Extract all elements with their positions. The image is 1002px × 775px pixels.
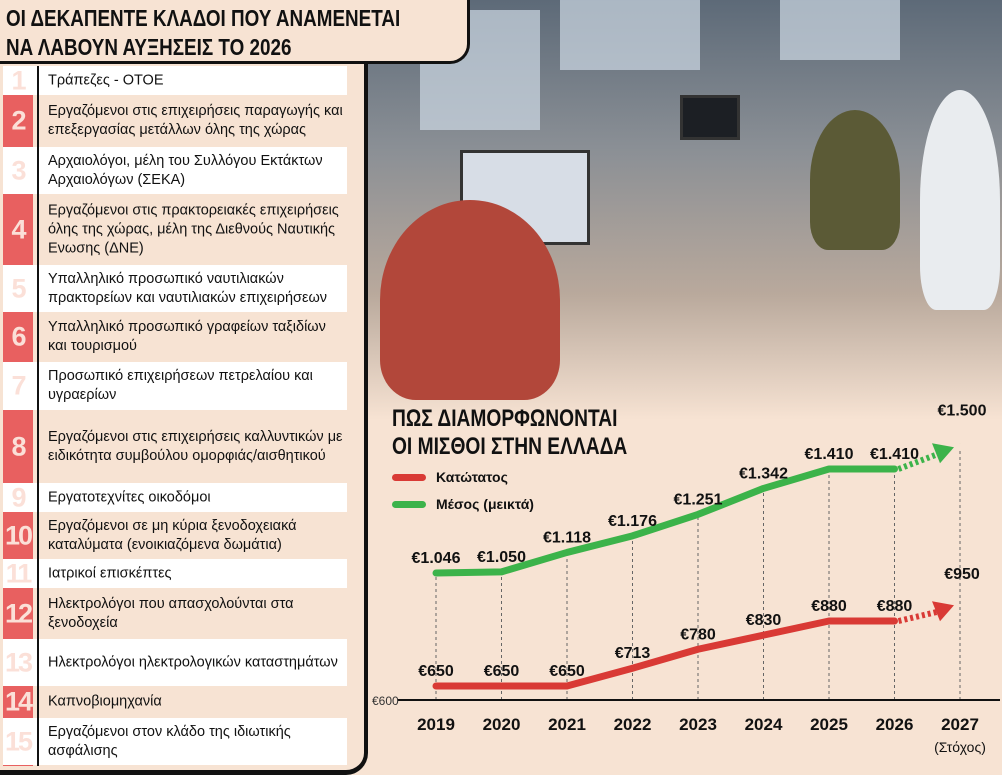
legend-item-minimum: Κατώτατος <box>392 469 508 485</box>
data-label: €1.342 <box>739 465 788 482</box>
series-line-1 <box>432 465 898 577</box>
x-tick-label: 2025 <box>810 715 848 734</box>
data-label: €1.251 <box>674 491 723 508</box>
sector-number: 3 <box>11 155 26 185</box>
sector-text: Ηλεκτρολόγοι ηλεκτρολογικών καταστημάτων <box>48 654 338 670</box>
x-tick-label: 2020 <box>483 715 521 734</box>
projection-line <box>897 608 941 624</box>
sector-number: 13 <box>4 647 33 677</box>
sector-text: Υπαλληλικό προσωπικό γραφείων ταξιδίων κ… <box>48 319 326 354</box>
sector-row: 9 Εργατοτεχνίτες οικοδόμοι <box>3 482 347 512</box>
legend-item-average: Μέσος (μεικτά) <box>392 496 534 512</box>
legend-swatch-red <box>392 473 426 481</box>
data-label: €1.046 <box>412 550 461 567</box>
sector-text: Υπαλληλικό προσωπικό ναυτιλιακών πρακτορ… <box>48 270 328 306</box>
sector-number: 12 <box>4 598 33 628</box>
sector-number: 5 <box>11 273 26 303</box>
main-title-line2: ΝΑ ΛΑΒΟΥΝ ΑΥΞΗΣΕΙΣ ΤΟ 2026 <box>6 34 292 60</box>
x-tick-label: 2024 <box>745 715 783 734</box>
data-label: €1.118 <box>543 529 591 546</box>
sector-row: 14 Καπνοβιομηχανία <box>3 686 347 718</box>
sector-number: 7 <box>11 370 26 401</box>
sector-number: 4 <box>11 214 26 244</box>
data-label: €1.410 <box>870 446 919 463</box>
data-label: €880 <box>877 598 913 615</box>
sector-row: 6 Υπαλληλικό προσωπικό γραφείων ταξιδίων … <box>3 312 347 362</box>
series-line-0 <box>432 617 898 690</box>
sector-text: Ηλεκτρολόγοι που απασχολούνται στα ξενοδ… <box>48 595 294 631</box>
sector-text: Προσωπικό επιχειρήσεων πετρελαίου και υγ… <box>48 368 313 403</box>
data-label: €650 <box>418 663 454 680</box>
sector-text: Καπνοβιομηχανία <box>48 693 162 710</box>
sector-row: 7 Προσωπικό επιχειρήσεων πετρελαίου και υ… <box>3 362 347 410</box>
chart-title-line2: ΟΙ ΜΙΣΘΟΙ ΣΤΗΝ ΕΛΛΑΔΑ <box>392 433 628 460</box>
sector-row: 15 Εργαζόμενοι στον κλάδο της ιδιωτικής α… <box>3 718 347 765</box>
legend-label: Κατώτατος <box>436 469 508 485</box>
sector-number: 9 <box>11 482 26 512</box>
sector-text: Εργαζόμενοι σε μη κύρια ξενοδοχειακά κατ… <box>48 517 297 553</box>
sector-text: Αρχαιολόγοι, μέλη του Συλλόγου Εκτάκτων … <box>48 152 323 188</box>
sector-text: Τράπεζες - ΟΤΟΕ <box>48 72 164 88</box>
sector-row: 2 Εργαζόμενοι στις επιχειρήσεις παραγωγής… <box>3 95 347 147</box>
main-title: ΟΙ ΔΕΚΑΠΕΝΤΕ ΚΛΑΔΟΙ ΠΟΥ ΑΝΑΜΕΝΕΤΑΙ ΝΑ ΛΑ… <box>6 4 400 62</box>
main-title-line1: ΟΙ ΔΕΚΑΠΕΝΤΕ ΚΛΑΔΟΙ ΠΟΥ ΑΝΑΜΕΝΕΤΑΙ <box>6 5 401 31</box>
sector-number: 2 <box>11 105 26 136</box>
office-photo <box>360 0 1002 420</box>
sector-text: Εργαζόμενοι στις επιχειρήσεις καλλυντικώ… <box>48 428 343 464</box>
x-tick-label: 2023 <box>679 715 717 734</box>
title-background <box>0 0 470 64</box>
chart-title-line1: ΠΩΣ ΔΙΑΜΟΡΦΩΝΟΝΤΑΙ <box>392 405 618 432</box>
sector-row: 13 Ηλεκτρολόγοι ηλεκτρολογικών καταστημάτ… <box>3 639 347 686</box>
data-label: €830 <box>746 612 782 629</box>
sector-row: 11 Ιατρικοί επισκέπτες <box>3 558 347 588</box>
data-label: €780 <box>680 626 716 643</box>
sector-number: 11 <box>5 558 33 588</box>
sector-number: 6 <box>11 321 26 352</box>
projection-arrowhead <box>932 601 954 622</box>
divider-line <box>37 66 39 766</box>
x-tick-label: 2027 <box>941 715 979 734</box>
x-tick-label: 2026 <box>876 715 914 734</box>
x-tick-label: 2021 <box>548 715 586 734</box>
projection-line <box>897 450 942 472</box>
x-tick-label: 2019 <box>417 715 455 734</box>
sector-text: Εργατοτεχνίτες οικοδόμοι <box>48 489 211 505</box>
data-label: €713 <box>615 645 651 662</box>
sector-text: Εργαζόμενοι στις επιχειρήσεις παραγωγής … <box>48 103 343 138</box>
sector-number: 8 <box>11 431 26 461</box>
legend-label: Μέσος (μεικτά) <box>436 496 534 512</box>
sector-row: 10 Εργαζόμενοι σε μη κύρια ξενοδοχειακά κ… <box>3 512 347 559</box>
legend-swatch-green <box>392 500 426 508</box>
sector-text: Εργαζόμενοι στον κλάδο της ιδιωτικής ασφ… <box>48 723 291 759</box>
sector-number: 1 <box>11 65 26 95</box>
sector-number: 15 <box>4 726 33 756</box>
sector-number: 10 <box>4 520 33 550</box>
data-label: €650 <box>549 663 585 680</box>
data-label: €1.500 <box>938 402 987 419</box>
sector-row: 4 Εργαζόμενοι στις πρακτορειακές επιχειρή… <box>3 194 347 265</box>
sector-row: 5 Υπαλληλικό προσωπικό ναυτιλιακών πρακτο… <box>3 265 347 312</box>
sector-row: 3 Αρχαιολόγοι, μέλη του Συλλόγου Εκτάκτων… <box>3 147 347 194</box>
data-label: €1.176 <box>608 513 657 530</box>
data-label: €950 <box>944 566 980 583</box>
sector-row: 1 Τράπεζες - ΟΤΟΕ <box>3 65 347 95</box>
data-label: €650 <box>484 663 520 680</box>
data-label: €880 <box>811 598 847 615</box>
sector-row: 8 Εργαζόμενοι στις επιχειρήσεις καλλυντικ… <box>3 410 347 483</box>
projection-arrowhead <box>932 443 954 464</box>
data-label: €1.410 <box>805 446 854 463</box>
sector-text: Εργαζόμενοι στις πρακτορειακές επιχειρήσ… <box>48 202 339 256</box>
sector-text: Ιατρικοί επισκέπτες <box>48 565 172 581</box>
sector-number: 14 <box>4 686 33 717</box>
y-base-label: €600 <box>372 694 399 708</box>
chart-title: ΠΩΣ ΔΙΑΜΟΡΦΩΝΟΝΤΑΙ ΟΙ ΜΙΣΘΟΙ ΣΤΗΝ ΕΛΛΑΔΑ <box>392 405 627 461</box>
sector-row: 12 Ηλεκτρολόγοι που απασχολούνται στα ξεν… <box>3 588 347 639</box>
data-label: €1.050 <box>477 549 526 566</box>
x-note: (Στόχος) <box>934 739 986 755</box>
x-tick-label: 2022 <box>614 715 652 734</box>
